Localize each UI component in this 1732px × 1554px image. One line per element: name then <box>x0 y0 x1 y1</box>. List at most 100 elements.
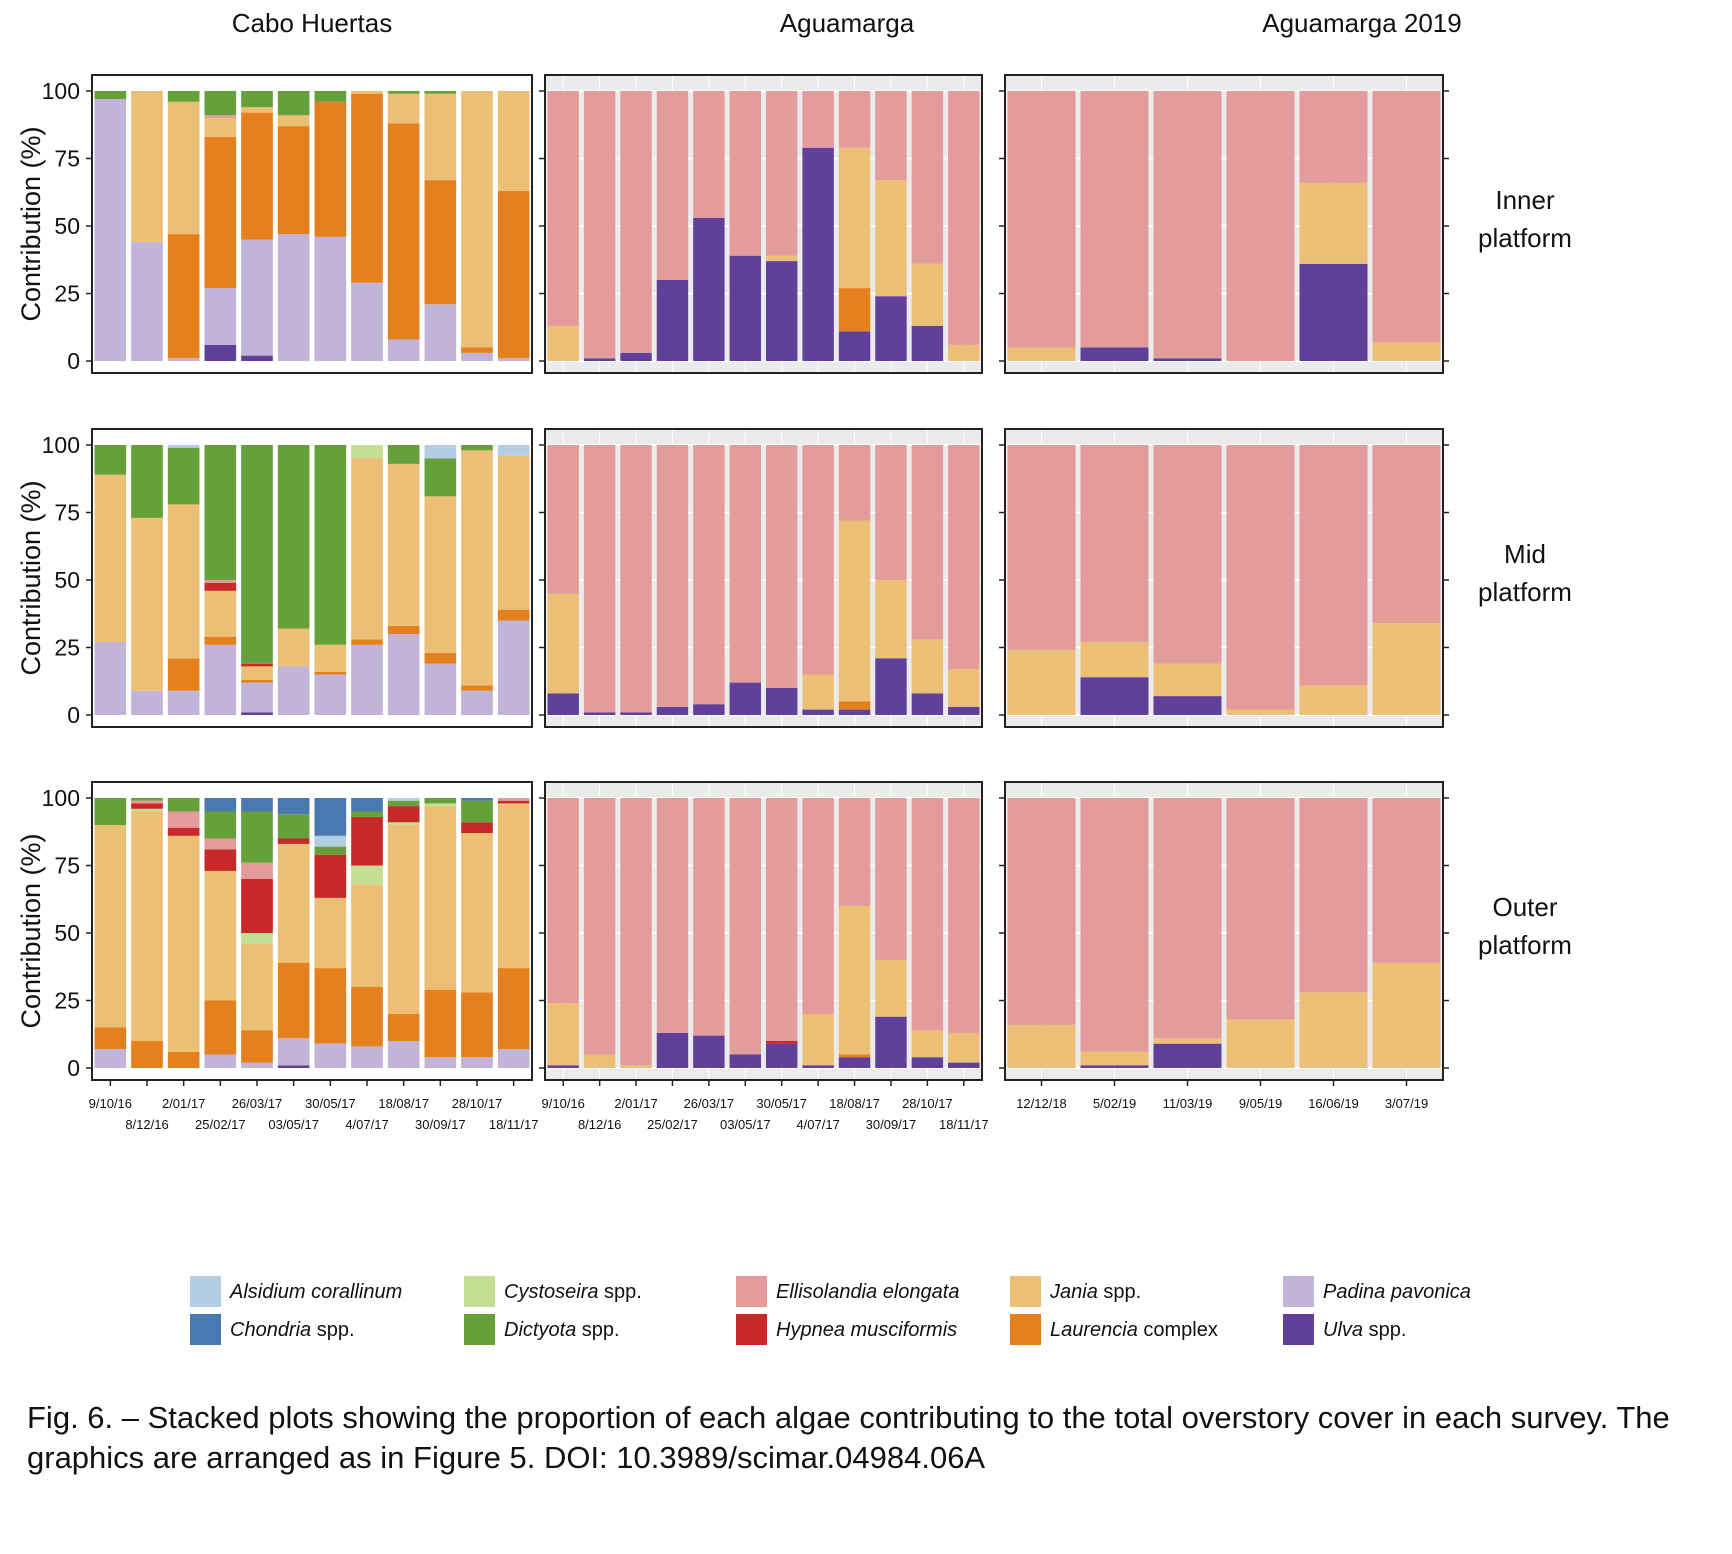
bar-segment-padina-pavonica <box>167 358 200 361</box>
bar-segment-ellisolandia-elongata <box>656 91 689 280</box>
bar-segment-ulva-spp <box>802 147 834 361</box>
bar-segment-ulva-spp <box>911 1057 944 1068</box>
bar-segment-jania-spp <box>1080 642 1149 678</box>
bar-segment-cystoseira-spp <box>424 803 457 807</box>
bar-segment-ellisolandia-elongata <box>204 838 237 850</box>
legend-item-dictyota-spp: Dictyota spp. <box>464 1314 620 1345</box>
legend-item-chondria-spp: Chondria spp. <box>190 1314 355 1345</box>
bar-segment-ellisolandia-elongata <box>948 445 980 670</box>
bar-segment-ellisolandia-elongata <box>204 115 237 118</box>
legend-label-italic: Dictyota <box>504 1319 576 1341</box>
bar-segment-ellisolandia-elongata <box>802 91 834 148</box>
legend-label: Chondria spp. <box>230 1319 355 1341</box>
bar-segment-ellisolandia-elongata <box>204 580 237 583</box>
bar-segment-ulva-spp <box>547 1065 579 1068</box>
legend-label-italic: Chondria <box>230 1319 311 1341</box>
legend-label: Ellisolandia elongata <box>776 1281 959 1303</box>
bar-segment-ulva-spp <box>583 358 616 361</box>
y-axis-title: Contribution (%) <box>16 126 46 321</box>
bar-segment-chondria-spp <box>351 798 383 812</box>
bar-segment-jania-spp <box>204 118 237 137</box>
figure-caption: Fig. 6. – Stacked plots showing the prop… <box>27 1400 1670 1475</box>
bar-segment-dictyota-spp <box>461 445 493 451</box>
bar-segment-laurencia-complex <box>314 101 347 237</box>
bar-segment-ellisolandia-elongata <box>583 91 616 359</box>
x-tick-label: 8/12/16 <box>578 1117 621 1132</box>
bar-segment-jania-spp <box>911 639 944 694</box>
bar-segment-ellisolandia-elongata <box>875 445 907 580</box>
bar-segment-jania-spp <box>314 897 347 969</box>
bar-segment-jania-spp <box>131 91 163 243</box>
panel-background <box>1005 75 1443 373</box>
bar-segment-padina-pavonica <box>387 634 420 715</box>
bar-segment-padina-pavonica <box>277 666 310 715</box>
x-tick-labels: 9/10/16 8/12/16 2/01/17 25/02/17 26/03/17 03/… <box>89 1096 1429 1132</box>
bar-segment-dictyota-spp <box>241 445 273 664</box>
legend-label-italic: Ellisolandia elongata <box>776 1281 959 1303</box>
bar-segment-jania-spp <box>461 833 493 993</box>
bar-segment-jania-spp <box>620 1065 652 1068</box>
bar-segment-ulva-spp <box>620 712 652 715</box>
bar-segment-jania-spp <box>131 811 163 1041</box>
bar-segment-ellisolandia-elongata <box>766 445 798 688</box>
legend-label: Laurencia complex <box>1050 1319 1218 1341</box>
y-tick-label: 25 <box>54 988 80 1014</box>
bar-segment-jania-spp <box>1299 182 1368 264</box>
bar-segment-jania-spp <box>351 458 383 640</box>
bar-segment-ellisolandia-elongata <box>948 798 980 1033</box>
x-tick-label: 11/03/19 <box>1163 1096 1213 1111</box>
bar-segment-ulva-spp <box>948 706 980 715</box>
bar-segment-jania-spp <box>461 91 493 348</box>
bar-segment-jania-spp <box>241 943 273 1031</box>
bar-segment-ellisolandia-elongata <box>1226 445 1295 710</box>
bar-segment-dictyota-spp <box>167 91 200 102</box>
legend-label: Alsidium corallinum <box>229 1281 402 1303</box>
panel-background <box>545 75 982 373</box>
bar-segment-ellisolandia-elongata <box>547 798 579 1004</box>
panel-aguamarga-mid <box>539 428 983 728</box>
panel-border <box>1004 781 1444 1081</box>
bar-segment-laurencia-complex <box>314 968 347 1044</box>
bar-segment-dictyota-spp <box>314 91 347 102</box>
x-tick-label: 18/08/17 <box>829 1096 880 1111</box>
bar-segment-padina-pavonica <box>351 644 383 715</box>
bar-segment-jania-spp <box>351 91 383 94</box>
y-tick-label: 100 <box>42 432 80 458</box>
bar-segment-hypnea-musciformis <box>204 582 237 591</box>
bar-segment-laurencia-complex <box>497 968 530 1050</box>
bar-segment-jania-spp <box>241 107 273 113</box>
bar-segment-ellisolandia-elongata <box>656 445 689 707</box>
bar-segment-ellisolandia-elongata <box>693 445 725 705</box>
bar-segment-jania-spp <box>424 496 457 653</box>
legend-item-alsidium-corallinum: Alsidium corallinum <box>190 1276 402 1307</box>
bar-segment-jania-spp <box>1007 1024 1076 1068</box>
bar-segment-padina-pavonica <box>461 1057 493 1068</box>
bar-segment-padina-pavonica <box>204 288 237 345</box>
bar-segment-ulva-spp <box>1080 347 1149 361</box>
bar-segment-ellisolandia-elongata <box>838 91 871 148</box>
panel-aguamarga-2019-inner <box>999 74 1449 374</box>
bar-segment-padina-pavonica <box>387 339 420 361</box>
bar-segment-jania-spp <box>387 825 420 1014</box>
row-label: platform <box>1478 223 1572 253</box>
bar-segment-chondria-spp <box>314 798 347 836</box>
bar-segment-dictyota-spp <box>131 798 163 801</box>
bar-segment-ellisolandia-elongata <box>583 798 616 1055</box>
y-axis-title: Contribution (%) <box>16 833 46 1028</box>
panel-background <box>1005 429 1443 727</box>
panel-border <box>544 74 983 374</box>
bar-segment-dictyota-spp <box>387 91 420 94</box>
bar-segment-alsidium-corallinum <box>167 445 200 448</box>
y-tick-label: 25 <box>54 635 80 661</box>
x-tick-label: 3/07/19 <box>1385 1096 1428 1111</box>
bar-segment-jania-spp <box>1153 663 1222 697</box>
bar-segment-cystoseira-spp <box>351 445 383 459</box>
bar-segment-laurencia-complex <box>204 1000 237 1055</box>
y-tick-label: 0 <box>67 1055 80 1081</box>
legend-label-italic: Laurencia <box>1050 1319 1138 1341</box>
bar-segment-ulva-spp <box>241 355 273 361</box>
bar-segment-padina-pavonica <box>497 358 530 361</box>
bar-segment-ellisolandia-elongata <box>497 798 530 801</box>
bar-segment-ellisolandia-elongata <box>620 798 652 1066</box>
bar-segment-padina-pavonica <box>351 282 383 361</box>
